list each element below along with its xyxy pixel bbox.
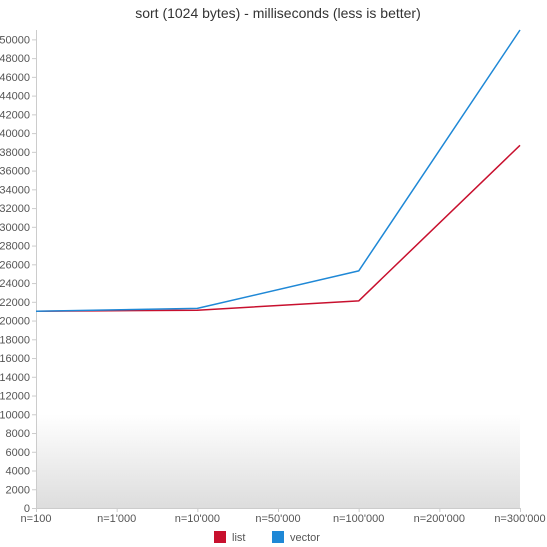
legend: list vector — [214, 531, 320, 544]
x-tick-label: n=10'000 — [175, 513, 220, 525]
y-tick-label: 16000 — [0, 353, 30, 365]
plot-area — [36, 30, 520, 509]
y-tick-label: 50000 — [0, 34, 30, 46]
x-tick-label: n=200'000 — [414, 513, 465, 525]
y-tick-label: 46000 — [0, 72, 30, 84]
y-tick-label: 24000 — [0, 278, 30, 290]
y-tick-label: 44000 — [0, 91, 30, 103]
y-tick-label: 6000 — [6, 447, 30, 459]
y-axis-ticks: 0 2000 4000 6000 8000 10000 12000 14000 16000 180… — [0, 34, 36, 515]
x-axis-ticks: n=100 n=1'000 n=10'000 n=50'000 n=100'000 n=2… — [21, 508, 546, 525]
y-tick-label: 36000 — [0, 166, 30, 178]
x-tick-label: n=1'000 — [97, 513, 136, 525]
y-tick-label: 22000 — [0, 297, 30, 309]
plot-background-band — [36, 414, 520, 508]
legend-swatch-vector — [272, 531, 284, 543]
y-tick-label: 18000 — [0, 334, 30, 346]
x-tick-label: n=50'000 — [255, 513, 300, 525]
series-layer — [35, 29, 521, 312]
y-tick-label: 0 — [24, 503, 30, 515]
y-tick-label: 38000 — [0, 147, 30, 159]
legend-label-list: list — [232, 532, 245, 544]
y-tick-label: 2000 — [6, 484, 30, 496]
y-tick-label: 8000 — [6, 428, 30, 440]
x-tick-label: n=100 — [21, 513, 52, 525]
y-tick-label: 40000 — [0, 128, 30, 140]
x-tick-label: n=100'000 — [333, 513, 384, 525]
y-tick-label: 26000 — [0, 259, 30, 271]
y-tick-label: 32000 — [0, 203, 30, 215]
series-line-list — [35, 144, 521, 312]
y-tick-label: 42000 — [0, 109, 30, 121]
y-tick-label: 20000 — [0, 316, 30, 328]
y-tick-label: 4000 — [6, 466, 30, 478]
y-tick-label: 48000 — [0, 53, 30, 65]
y-tick-label: 12000 — [0, 391, 30, 403]
y-tick-label: 10000 — [0, 409, 30, 421]
legend-swatch-list — [214, 531, 226, 543]
y-tick-label: 30000 — [0, 222, 30, 234]
x-tick-label: n=300'000 — [494, 513, 545, 525]
y-tick-label: 14000 — [0, 372, 30, 384]
chart-title: sort (1024 bytes) - milliseconds (less i… — [135, 5, 421, 21]
series-line-vector — [35, 29, 521, 312]
legend-label-vector: vector — [290, 532, 320, 544]
y-tick-label: 34000 — [0, 184, 30, 196]
y-tick-label: 28000 — [0, 241, 30, 253]
